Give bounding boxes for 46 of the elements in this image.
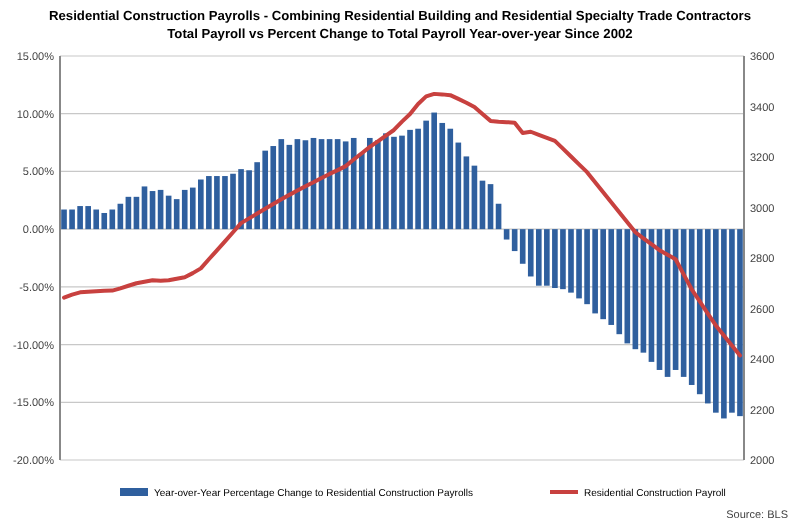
bar	[198, 179, 204, 230]
bar	[214, 176, 220, 230]
line-series	[62, 91, 742, 358]
bar	[737, 229, 743, 417]
bar	[230, 173, 236, 230]
bar	[447, 128, 454, 230]
bar	[246, 170, 252, 230]
bar	[77, 206, 83, 230]
bar	[109, 209, 116, 230]
bar	[584, 229, 590, 305]
bar	[375, 140, 381, 230]
bar	[270, 146, 277, 230]
bar	[544, 229, 550, 286]
bar	[238, 169, 244, 230]
bar	[729, 229, 735, 413]
bar	[576, 229, 582, 299]
bar	[206, 176, 212, 230]
bar	[713, 229, 719, 413]
bar	[600, 229, 606, 320]
bar	[222, 176, 228, 230]
bar	[61, 209, 67, 230]
bar	[535, 229, 542, 286]
bar	[696, 229, 703, 395]
bar	[415, 128, 421, 230]
bar	[721, 229, 727, 419]
bar	[592, 229, 598, 314]
bar	[85, 206, 91, 230]
bar	[423, 120, 429, 230]
bar	[101, 212, 108, 230]
bar	[367, 137, 373, 230]
bar	[350, 137, 357, 230]
bar	[616, 229, 623, 335]
bar	[552, 229, 558, 289]
bar	[93, 209, 100, 230]
bar	[568, 229, 574, 293]
bar	[181, 189, 188, 230]
bar	[407, 129, 413, 230]
bar	[69, 209, 75, 230]
bar	[383, 133, 389, 230]
bar	[399, 135, 405, 230]
bar	[262, 150, 269, 230]
bar	[431, 112, 437, 230]
bar	[560, 229, 566, 290]
bar	[391, 136, 397, 230]
bar	[278, 139, 285, 230]
bar	[189, 187, 196, 230]
